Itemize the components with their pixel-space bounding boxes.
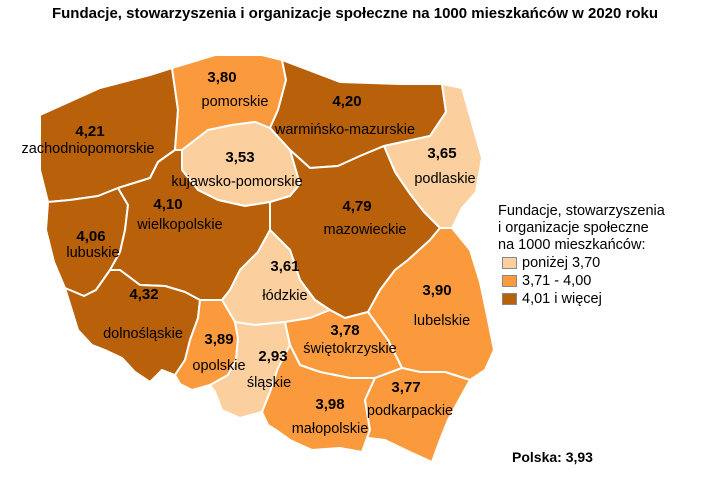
legend-swatch-mid: [502, 275, 517, 287]
value-zachodniopomorskie: 4,21: [75, 123, 104, 140]
name-podlaskie: podlaskie: [414, 171, 475, 187]
name-dolnoslaskie: dolnośląskie: [103, 326, 183, 342]
name-slaskie: śląskie: [247, 375, 291, 391]
name-podkarpackie: podkarpackie: [367, 403, 453, 419]
legend-item-low: poniżej 3,70: [498, 254, 665, 272]
value-slaskie: 2,93: [258, 348, 287, 365]
legend: Fundacje, stowarzyszenia i organizacje s…: [498, 203, 665, 308]
value-pomorskie: 3,80: [207, 69, 236, 86]
value-podlaskie: 3,65: [427, 145, 456, 162]
name-kujawsko-pomorskie: kujawsko-pomorskie: [171, 174, 302, 190]
value-malopolskie: 3,98: [315, 396, 344, 413]
map-title: Fundacje, stowarzyszenia i organizacje s…: [51, 5, 659, 22]
legend-item-high: 4,01 i więcej: [498, 290, 665, 308]
name-lodzkie: łódzkie: [262, 288, 307, 304]
name-warminsko-mazurskie: warmińsko-mazurskie: [274, 122, 415, 138]
value-warminsko-mazurskie: 4,20: [332, 93, 361, 110]
name-zachodniopomorskie: zachodniopomorskie: [22, 141, 155, 157]
legend-label-mid: 3,71 - 4,00: [522, 272, 592, 289]
name-opolskie: opolskie: [192, 358, 245, 374]
value-mazowieckie: 4,79: [342, 198, 371, 215]
legend-label-low: poniżej 3,70: [522, 254, 601, 271]
value-kujawsko-pomorskie: 3,53: [225, 149, 254, 166]
name-pomorskie: pomorskie: [202, 94, 269, 110]
legend-title-line-1: Fundacje, stowarzyszenia: [498, 203, 665, 219]
legend-title-line-3: na 1000 mieszkańców:: [498, 237, 646, 253]
legend-label-high: 4,01 i więcej: [522, 290, 602, 307]
legend-swatch-high: [502, 293, 517, 305]
value-opolskie: 3,89: [204, 331, 233, 348]
name-mazowieckie: mazowieckie: [324, 222, 407, 238]
legend-title: Fundacje, stowarzyszenia i organizacje s…: [498, 203, 665, 254]
region-podkarpackie[interactable]: [361, 367, 471, 463]
value-lubelskie: 3,90: [422, 282, 451, 299]
name-lubelskie: lubelskie: [414, 313, 470, 329]
value-lubuskie: 4,06: [76, 228, 105, 245]
value-dolnoslaskie: 4,32: [129, 286, 158, 303]
legend-item-mid: 3,71 - 4,00: [498, 272, 665, 290]
name-lubuskie: lubuskie: [66, 245, 119, 261]
name-wielkopolskie: wielkopolskie: [136, 217, 222, 233]
value-podkarpackie: 3,77: [391, 379, 420, 396]
name-swietokrzyskie: świętokrzyskie: [303, 341, 396, 357]
legend-title-line-2: i organizacje społeczne: [498, 220, 649, 236]
value-lodzkie: 3,61: [270, 258, 299, 275]
national-total: Polska: 3,93: [512, 449, 593, 465]
name-malopolskie: małopolskie: [292, 421, 369, 437]
value-swietokrzyskie: 3,78: [330, 322, 359, 339]
value-wielkopolskie: 4,10: [153, 196, 182, 213]
legend-swatch-low: [502, 257, 517, 269]
